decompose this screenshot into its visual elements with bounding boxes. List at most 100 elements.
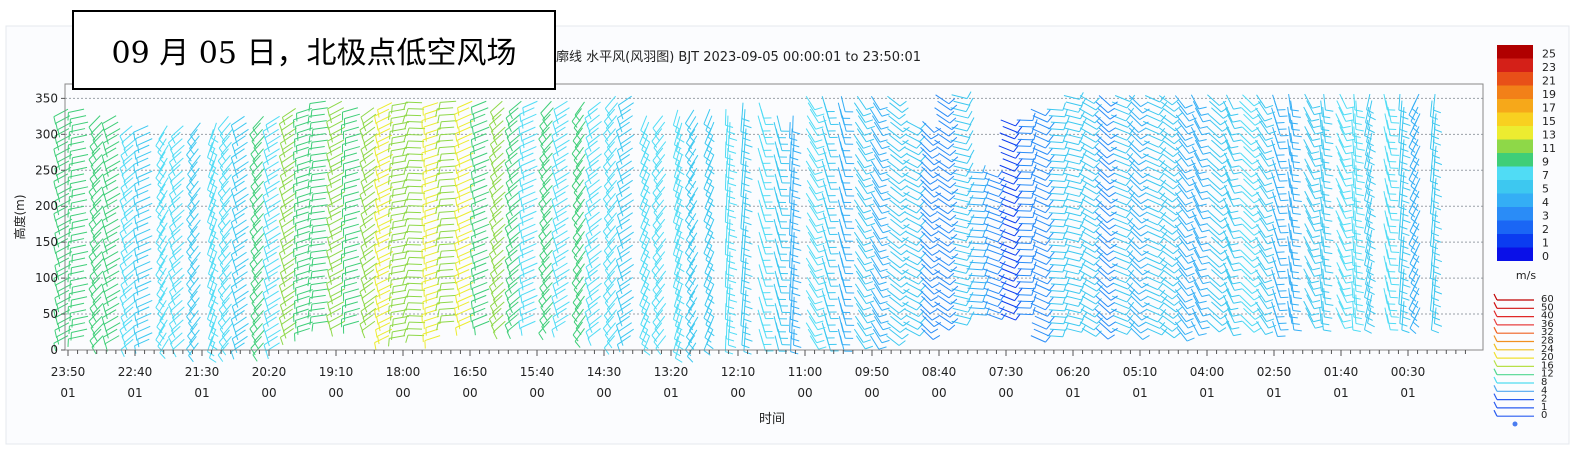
wind-barb	[791, 174, 792, 190]
wind-barb	[727, 310, 728, 326]
wind-barb	[727, 180, 728, 196]
wind-barb	[794, 232, 795, 248]
wind-barb	[726, 129, 727, 145]
wind-barb	[729, 154, 730, 170]
wind-barb	[405, 180, 421, 181]
wind-barb	[728, 135, 729, 151]
wind-barb-feather	[392, 105, 393, 113]
wind-barb	[727, 213, 728, 229]
wind-barb	[407, 122, 423, 123]
wind-barb	[793, 245, 794, 261]
wind-barb	[727, 277, 728, 293]
wind-barb-feather	[392, 203, 393, 211]
wind-barb	[1018, 236, 1034, 237]
wind-barb	[728, 264, 729, 280]
wind-barb	[726, 323, 727, 339]
wind-barb	[725, 336, 726, 352]
wind-barb-feather	[389, 144, 390, 152]
wind-barb	[406, 329, 422, 330]
wind-barb	[790, 252, 791, 268]
wind-barb	[406, 264, 422, 265]
wind-barb-feather	[389, 177, 390, 185]
wind-barb	[794, 200, 795, 216]
wind-barb	[406, 134, 422, 135]
wind-barb	[407, 316, 423, 317]
wind-barb	[1018, 301, 1034, 302]
wind-barb	[793, 213, 794, 229]
wind-barb-feather	[392, 332, 393, 340]
chart-subtitle: 廓线 水平风(风羽图) BJT 2023-09-05 00:00:01 to 2…	[556, 49, 921, 65]
wind-barb	[1019, 223, 1035, 224]
wind-barb	[1018, 269, 1034, 270]
wind-barb	[792, 161, 793, 177]
wind-barb-feather	[393, 319, 394, 327]
wind-barb-feather	[389, 338, 390, 346]
wind-barb	[1017, 185, 1033, 186]
wind-barb	[790, 219, 791, 235]
wind-barb	[790, 122, 791, 138]
wind-barb	[1019, 256, 1035, 257]
wind-barb	[729, 122, 730, 138]
wind-barb	[1015, 308, 1031, 309]
wind-barb-feather	[390, 228, 391, 236]
wind-barb-feather	[391, 183, 392, 191]
wind-barb	[726, 161, 727, 177]
wind-barb	[1015, 146, 1031, 147]
wind-barb	[728, 200, 729, 216]
wind-barb	[1016, 198, 1032, 199]
wind-barb	[1019, 159, 1035, 160]
wind-barb	[408, 270, 424, 271]
wind-barb	[792, 226, 793, 242]
wind-barb	[793, 148, 794, 164]
wind-barb	[727, 148, 728, 164]
wind-barb-feather	[393, 287, 394, 295]
wind-barb-feather	[392, 267, 393, 275]
wind-barb-feather	[392, 235, 393, 243]
wind-barb	[794, 264, 795, 280]
wind-barb	[725, 174, 726, 190]
wind-barb	[794, 329, 795, 345]
wind-barb-feather	[393, 190, 394, 198]
wind-barb	[1015, 275, 1031, 276]
wind-barb	[725, 271, 726, 287]
wind-barb	[405, 212, 421, 213]
wind-barb	[725, 142, 726, 158]
wind-barb	[794, 297, 795, 313]
wind-barb	[791, 271, 792, 287]
wind-barb	[408, 173, 424, 174]
wind-barb	[728, 329, 729, 345]
wind-barb	[405, 115, 421, 116]
wind-barb	[794, 135, 795, 151]
wind-barb	[406, 199, 422, 200]
wind-barb	[407, 283, 423, 284]
wind-barb-feather	[390, 293, 391, 301]
wind-barb	[729, 316, 730, 332]
wind-barb	[792, 290, 793, 306]
wind-barb-feather	[389, 209, 390, 217]
wind-barb	[726, 290, 727, 306]
wind-barb	[1019, 288, 1035, 289]
wind-barb	[408, 141, 424, 142]
wind-barb	[728, 232, 729, 248]
wind-barb	[1017, 120, 1033, 121]
wind-barb	[1017, 249, 1033, 250]
wind-barb	[1016, 133, 1032, 134]
wind-barb	[1017, 314, 1033, 315]
wind-barb	[407, 154, 423, 155]
wind-barb	[1017, 152, 1033, 153]
wind-barb	[727, 116, 728, 132]
wind-barb	[729, 187, 730, 203]
wind-barb-feather	[392, 138, 393, 146]
wind-barb	[1016, 262, 1032, 263]
wind-barb	[407, 251, 423, 252]
wind-barb-feather	[391, 248, 392, 256]
wind-barb	[726, 258, 727, 274]
wind-barb-feather	[389, 241, 390, 249]
wind-barb	[1017, 282, 1033, 283]
wind-barb	[405, 277, 421, 278]
wind-barb-feather	[390, 131, 391, 139]
wind-barb	[1015, 243, 1031, 244]
wind-barb	[407, 186, 423, 187]
wind-barb-feather	[391, 280, 392, 288]
